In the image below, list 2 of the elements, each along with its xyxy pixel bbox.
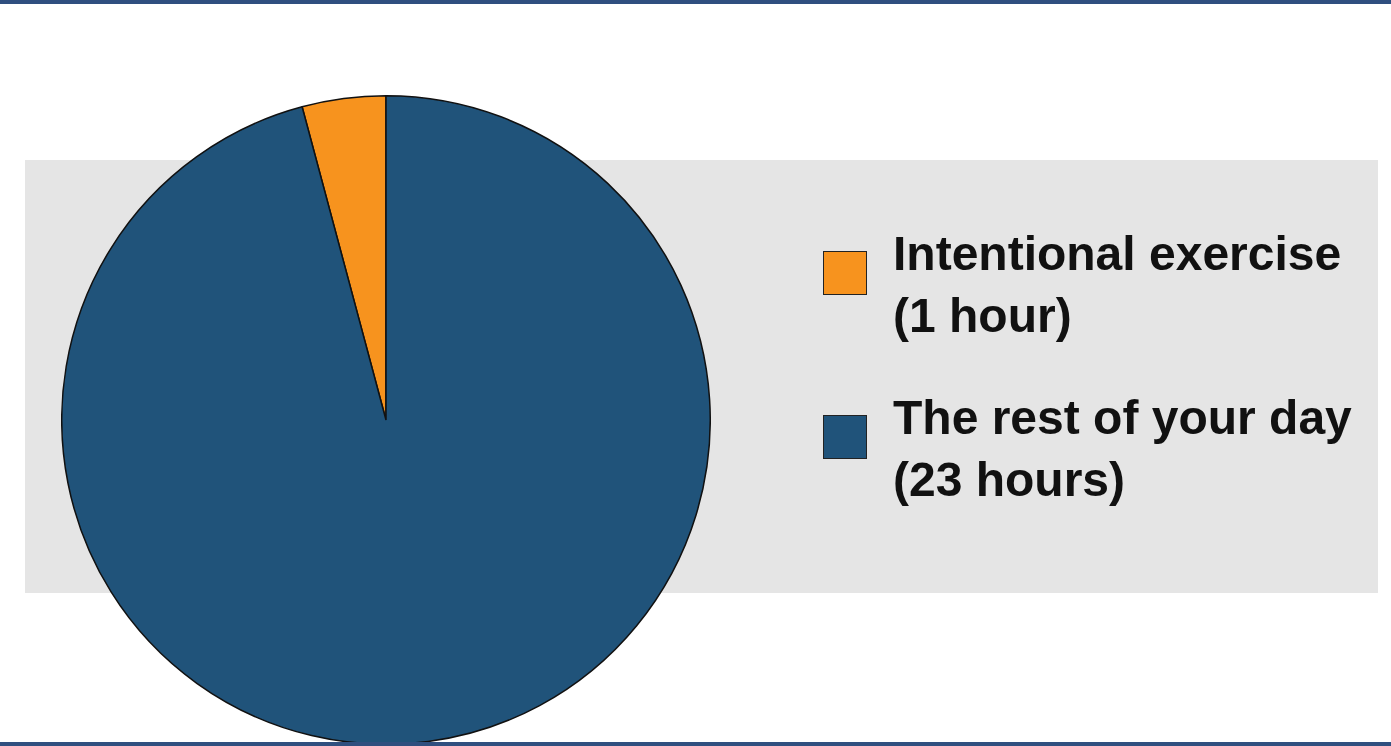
legend-label: Intentional exercise (1 hour)	[893, 227, 1342, 342]
legend-label: The rest of your day (23 hours)	[893, 391, 1352, 506]
